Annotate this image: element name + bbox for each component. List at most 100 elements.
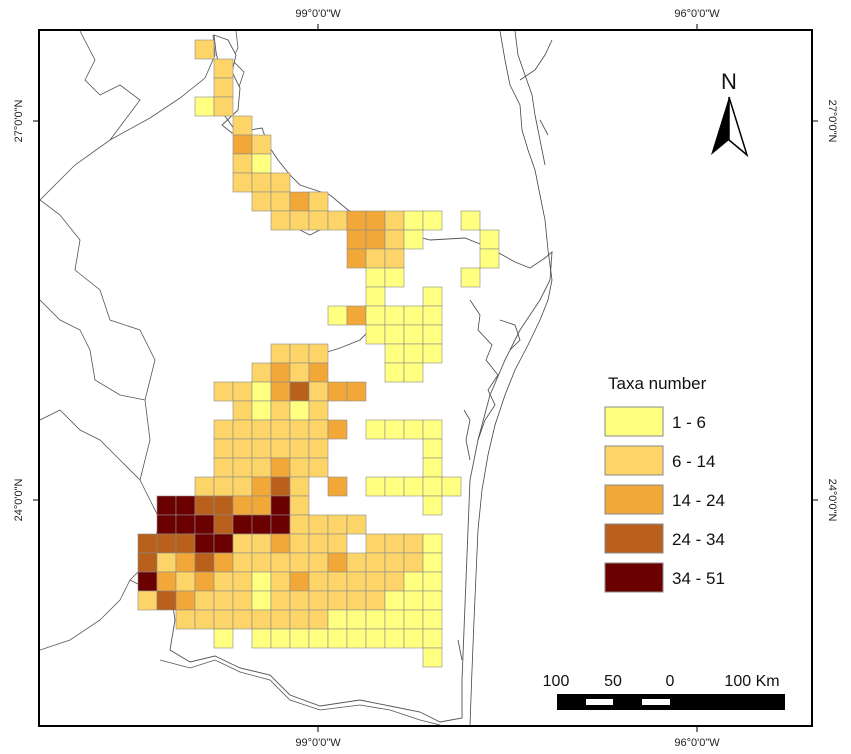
grid-cell (327, 609, 348, 630)
grid-cell (403, 324, 424, 345)
scale-label-100-km: 100 Km (724, 673, 779, 690)
grid-cell (251, 419, 272, 440)
grid-cell (308, 571, 329, 592)
grid-cell (213, 571, 234, 592)
grid-cell (422, 647, 443, 668)
grid-cell (194, 495, 215, 516)
grid-cell (194, 552, 215, 573)
grid-cell (327, 514, 348, 535)
grid-cell (422, 495, 443, 516)
grid-cell (232, 495, 253, 516)
grid-cell (289, 191, 310, 212)
grid-cell (308, 533, 329, 554)
grid-cell (194, 571, 215, 592)
grid-cell (270, 571, 291, 592)
grid-cell (365, 552, 386, 573)
grid-cell (213, 419, 234, 440)
legend-swatch (604, 484, 664, 515)
grid-cell (384, 229, 405, 250)
grid-cell (308, 400, 329, 421)
grid-cell (422, 609, 443, 630)
grid-cell (384, 305, 405, 326)
grid-cell (213, 495, 234, 516)
scale-bar-outline (557, 694, 785, 710)
grid-cell (270, 191, 291, 212)
grid-cell (270, 476, 291, 497)
grid-cell (213, 457, 234, 478)
legend-label: 6 - 14 (672, 452, 715, 471)
grid-cell (194, 39, 215, 60)
grid-cell (403, 305, 424, 326)
grid-cell (232, 438, 253, 459)
grid-cell (365, 229, 386, 250)
grid-cell (422, 590, 443, 611)
north-arrow-label: N (721, 69, 737, 94)
grid-cell (308, 362, 329, 383)
grid-cell (403, 229, 424, 250)
grid-cell (270, 438, 291, 459)
grid-cell (422, 286, 443, 307)
grid-cell (289, 495, 310, 516)
grid-cell (232, 571, 253, 592)
grid-cell (289, 514, 310, 535)
grid-cell (308, 628, 329, 649)
grid-cell (289, 609, 310, 630)
scale-bar: 100 50 0 100 Km (543, 673, 785, 710)
grid-cell (270, 514, 291, 535)
grid-cell (403, 419, 424, 440)
grid-cell (270, 343, 291, 364)
grid-cell (156, 590, 177, 611)
grid-cell (384, 590, 405, 611)
grid-cell (308, 419, 329, 440)
legend-swatch (604, 445, 664, 476)
grid-cell (422, 628, 443, 649)
grid-cell (460, 210, 481, 231)
grid-cell (308, 210, 329, 231)
grid-cell (251, 172, 272, 193)
left-lat-label-2: 24°0'0"N (13, 479, 25, 522)
grid-cell (422, 476, 443, 497)
grid-cell (403, 552, 424, 573)
grid-cell (403, 571, 424, 592)
grid-cell (365, 210, 386, 231)
grid-cell (308, 552, 329, 573)
grid-cell (422, 305, 443, 326)
grid-cell (346, 514, 367, 535)
grid-cell (213, 533, 234, 554)
grid-cell (251, 362, 272, 383)
grid-cell (365, 305, 386, 326)
grid-cell (213, 96, 234, 117)
grid-cell (346, 381, 367, 402)
grid-cell (308, 609, 329, 630)
north-arrow-left-half (711, 97, 729, 155)
grid-cell (194, 590, 215, 611)
grid-cell (365, 324, 386, 345)
grid-cell (232, 457, 253, 478)
grid-cell (403, 590, 424, 611)
grid-cell (384, 210, 405, 231)
grid-cell (232, 153, 253, 174)
grid-cell (251, 457, 272, 478)
grid-cell (308, 514, 329, 535)
grid-cell (384, 419, 405, 440)
grid-cell (289, 457, 310, 478)
grid-cell (308, 457, 329, 478)
grid-cell (175, 590, 196, 611)
grid-cell (213, 590, 234, 611)
grid-cell (175, 495, 196, 516)
scale-label-0: 0 (666, 673, 675, 690)
grid-cell (384, 248, 405, 269)
grid-cell (270, 419, 291, 440)
grid-cell (156, 514, 177, 535)
grid-cell (137, 590, 158, 611)
grid-cell (232, 115, 253, 136)
grid-cell (384, 609, 405, 630)
grid-cell (232, 590, 253, 611)
grid-cell (270, 172, 291, 193)
grid-cell (384, 628, 405, 649)
grid-cell (251, 552, 272, 573)
grid-cell (422, 343, 443, 364)
grid-cell (251, 533, 272, 554)
grid-cell (422, 324, 443, 345)
grid-cell (213, 514, 234, 535)
